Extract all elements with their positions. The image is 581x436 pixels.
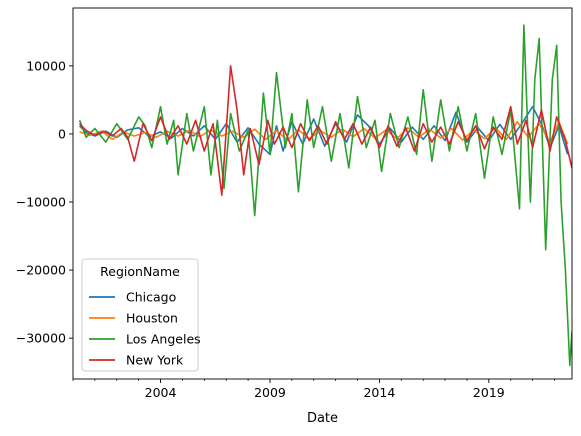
series-line-los-angeles: [78, 24, 572, 367]
y-tick-label: 10000: [26, 58, 66, 73]
x-tick-label: 2004: [145, 385, 177, 400]
y-tick-label: −20000: [16, 263, 66, 278]
x-tick-label: 2019: [473, 385, 505, 400]
y-tick-label: −30000: [16, 331, 66, 346]
x-tick-label: 2014: [363, 385, 395, 400]
series-line-new-york: [79, 65, 572, 196]
x-axis-label: Date: [307, 411, 338, 426]
axes-layer: 10000 0 −10000 −20000 −30000 2004 2009 2014 2019…: [16, 58, 555, 426]
plot-frame: [72, 7, 573, 380]
y-tick-label: 0: [58, 126, 66, 141]
legend-entry-label: Houston: [126, 311, 178, 326]
y-tick-label: −10000: [16, 195, 66, 210]
legend: RegionName Chicago Houston Los Angeles New Y…: [81, 258, 201, 372]
legend-entry-label: Chicago: [126, 290, 176, 305]
legend-entry-label: New York: [126, 353, 184, 368]
legend-entry-label: Los Angeles: [126, 332, 201, 347]
x-tick-label: 2009: [254, 385, 286, 400]
series-layer: [78, 24, 572, 367]
legend-box: [81, 258, 199, 372]
legend-title: RegionName: [100, 264, 180, 279]
